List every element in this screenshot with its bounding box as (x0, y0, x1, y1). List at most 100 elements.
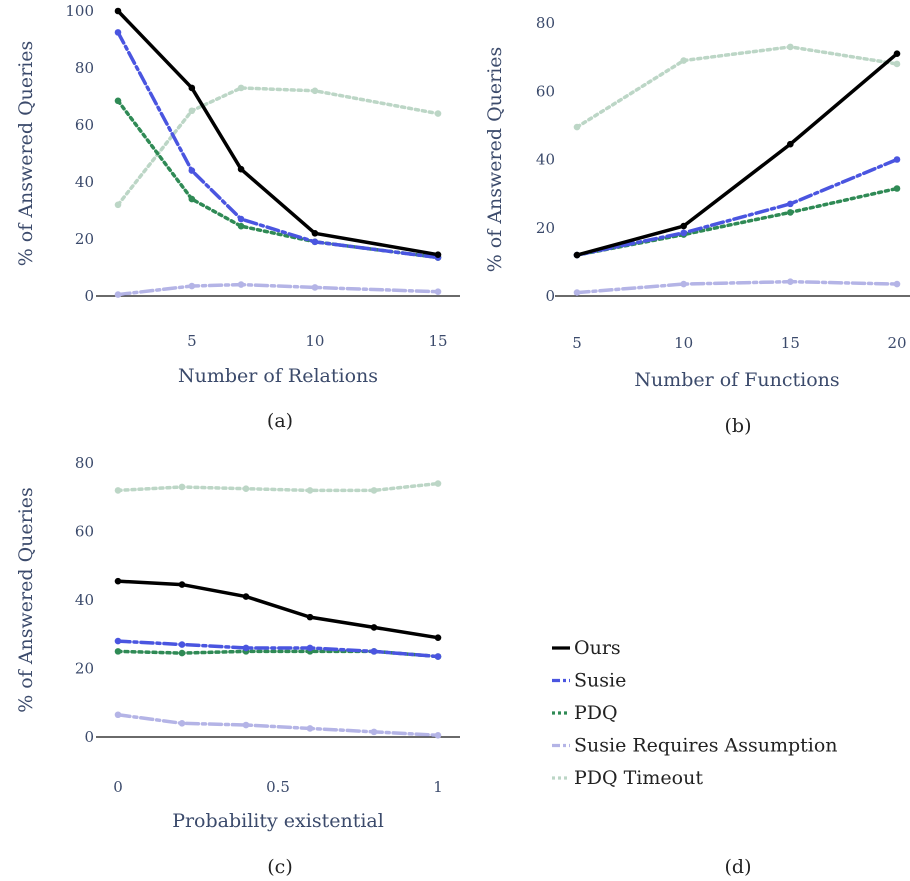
x-axis-label: Number of Functions (634, 369, 839, 391)
data-point (680, 280, 687, 288)
chart-panel-3: 0 20 40 60 80 0 0.5 1 Probability existential % o… (15, 454, 460, 878)
x-tick-label: 5 (572, 334, 582, 352)
series-pdq-timeout (114, 480, 442, 494)
legend-item: PDQ (552, 702, 618, 724)
panel-caption: (b) (725, 415, 752, 437)
chart-panel-2: 0 20 40 60 80 5 10 15 20 Number of Functions % of … (484, 14, 910, 437)
y-tick-label: 60 (536, 82, 555, 100)
data-point (787, 140, 794, 148)
y-axis-label: % of Answered Queries (15, 41, 37, 267)
data-point (893, 185, 901, 192)
data-point (306, 644, 314, 652)
y-axis-label: % of Answered Queries (484, 47, 506, 273)
y-tick-label: 20 (75, 230, 94, 248)
data-point (893, 156, 901, 163)
data-point (237, 215, 245, 223)
y-tick-label: 20 (75, 660, 94, 678)
series-line (116, 712, 440, 738)
legend-label: Susie Requires Assumption (574, 735, 838, 757)
data-point (114, 29, 122, 36)
series-ours (114, 7, 442, 258)
legend-item: Susie Requires Assumption (552, 735, 838, 757)
x-axis-label: Probability existential (172, 810, 384, 832)
data-point (893, 50, 901, 58)
data-point (188, 282, 196, 290)
panel-caption-d: (d) (725, 856, 752, 878)
data-point (434, 731, 442, 739)
data-point (178, 483, 186, 491)
data-point (573, 289, 581, 296)
data-point (178, 641, 186, 648)
data-point (370, 728, 378, 736)
data-point (306, 725, 314, 732)
panel-caption: (c) (267, 856, 292, 878)
series-line (116, 639, 440, 659)
data-point (188, 84, 196, 92)
legend-item: Susie (552, 670, 626, 692)
data-point (114, 577, 122, 585)
x-tick-label: 10 (305, 332, 324, 350)
data-point (114, 487, 122, 494)
y-tick-label: 0 (545, 287, 555, 305)
series-line (575, 157, 899, 257)
data-point (242, 593, 250, 600)
legend-item: PDQ Timeout (552, 767, 703, 789)
legend-item: Ours (552, 637, 621, 659)
data-point (573, 251, 581, 259)
series-susie (114, 637, 442, 660)
data-point (237, 84, 245, 92)
x-tick-label: 10 (674, 334, 693, 352)
y-axis-label: % of Answered Queries (15, 487, 37, 713)
series-pdq-timeout (573, 43, 901, 131)
data-point (787, 200, 794, 208)
data-point (178, 581, 186, 588)
data-point (242, 644, 250, 652)
panel-caption: (a) (267, 410, 293, 432)
data-point (178, 649, 186, 657)
data-point (114, 711, 122, 719)
data-point (370, 487, 378, 494)
data-point (237, 281, 245, 288)
series-ours (114, 577, 442, 641)
data-point (114, 97, 122, 105)
y-tick-label: 0 (84, 728, 94, 746)
y-tick-label: 60 (75, 116, 94, 134)
data-point (114, 291, 122, 298)
data-point (434, 288, 442, 296)
data-point (787, 43, 794, 51)
series-pdq (114, 97, 442, 261)
x-tick-label: 0.5 (266, 778, 290, 796)
series-susie-requires-assumption (114, 711, 442, 739)
y-tick-label: 40 (536, 151, 555, 169)
chart-panel-1: 0 20 40 60 80 100 5 10 15 Number of Relations % of… (15, 2, 460, 432)
data-point (893, 280, 901, 288)
x-tick-label: 20 (887, 334, 906, 352)
data-point (680, 57, 687, 64)
legend-label: PDQ (574, 702, 618, 724)
y-tick-label: 40 (75, 173, 94, 191)
data-point (680, 222, 687, 230)
y-tick-label: 40 (75, 591, 94, 609)
y-tick-label: 60 (75, 523, 94, 541)
series-pdq-timeout (114, 84, 442, 209)
data-point (370, 624, 378, 631)
data-point (188, 167, 196, 174)
series-line (116, 9, 440, 257)
data-point (114, 7, 122, 15)
data-point (370, 648, 378, 655)
data-point (893, 60, 901, 68)
series-ours (573, 50, 901, 259)
x-tick-label: 1 (433, 778, 443, 796)
data-point (237, 165, 245, 173)
series-line (575, 45, 899, 129)
series-susie-requires-assumption (114, 281, 442, 298)
series-line (575, 51, 899, 257)
series-line (116, 481, 440, 493)
data-point (434, 480, 442, 487)
x-tick-label: 0 (113, 778, 123, 796)
legend-label: PDQ Timeout (574, 767, 703, 789)
data-point (188, 107, 196, 115)
data-point (114, 637, 122, 645)
legend: Ours Susie PDQ Susie Requires Assumption PDQ… (552, 637, 838, 789)
